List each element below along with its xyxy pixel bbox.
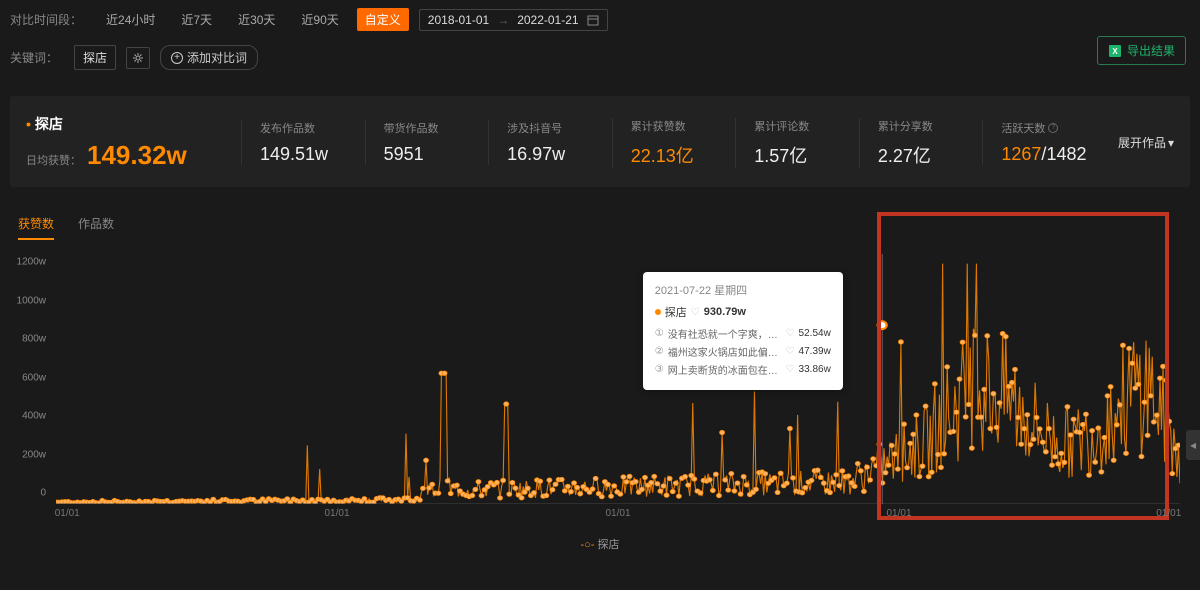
metric-total-comments: 累计评论数 1.57亿 bbox=[735, 118, 859, 168]
date-to: 2022-01-21 bbox=[517, 13, 578, 27]
metric-total-likes: 累计获赞数 22.13亿 bbox=[612, 118, 736, 168]
tooltip-series-dot bbox=[655, 309, 661, 315]
keyword-row: 关键词： 探店 + 添加对比词 bbox=[0, 39, 1200, 82]
heart-icon: ♡ bbox=[691, 307, 700, 318]
settings-button[interactable] bbox=[126, 47, 150, 69]
y-axis: 0200w400w600w800w1000w1200w bbox=[10, 254, 50, 504]
date-range-picker[interactable]: 2018-01-01 → 2022-01-21 bbox=[419, 9, 608, 31]
metric-active-days: 活跃天数? 1267/1482 bbox=[982, 120, 1106, 165]
plus-icon: + bbox=[171, 52, 183, 64]
metric-accounts: 涉及抖音号 16.97w bbox=[488, 120, 612, 165]
gear-icon bbox=[132, 52, 144, 64]
chart-tooltip: 2021-07-22 星期四 探店 ♡ 930.79w ①没有社恐就一个字爽，吃… bbox=[643, 272, 843, 390]
chevron-down-icon: ▾ bbox=[1168, 136, 1174, 150]
chart-legend: -○- 探店 bbox=[0, 534, 1200, 552]
keyword-label: 关键词： bbox=[10, 49, 58, 66]
x-axis: 01/0101/0101/0101/0101/01 bbox=[56, 508, 1180, 524]
excel-icon: X bbox=[1108, 44, 1122, 58]
info-icon[interactable]: ? bbox=[1048, 123, 1058, 133]
chart-plot[interactable]: 2021-07-22 星期四 探店 ♡ 930.79w ①没有社恐就一个字爽，吃… bbox=[56, 254, 1180, 504]
keyword-tag[interactable]: 探店 bbox=[74, 45, 116, 70]
chart-area: 0200w400w600w800w1000w1200w 2021-07-22 星… bbox=[10, 254, 1190, 534]
date-arrow-icon: → bbox=[497, 13, 509, 27]
stats-panel: •探店 日均获赞： 149.32w 发布作品数 149.51w 带货作品数 59… bbox=[10, 96, 1190, 187]
time-filter-row: 对比时间段： 近24小时 近7天 近30天 近90天 自定义 2018-01-0… bbox=[0, 0, 1200, 39]
tooltip-item: ①没有社恐就一个字爽，吃什么...♡52.54w bbox=[655, 326, 831, 341]
stats-title: •探店 bbox=[26, 114, 241, 134]
tooltip-item: ②福州这家火锅店如此偏爱女生...♡47.39w bbox=[655, 344, 831, 359]
time-filter-label: 对比时间段： bbox=[10, 11, 82, 28]
tooltip-series-name: 探店 bbox=[665, 304, 687, 320]
add-compare-label: 添加对比词 bbox=[187, 49, 247, 66]
time-opt-7d[interactable]: 近7天 bbox=[173, 8, 220, 31]
side-drawer-handle[interactable]: ◂ bbox=[1186, 430, 1200, 460]
metric-total-shares: 累计分享数 2.27亿 bbox=[859, 118, 983, 168]
add-compare-button[interactable]: + 添加对比词 bbox=[160, 45, 258, 70]
legend-label: 探店 bbox=[598, 539, 620, 551]
legend-marker-icon: -○- bbox=[580, 539, 594, 551]
metric-goods-count: 带货作品数 5951 bbox=[365, 120, 489, 165]
tooltip-item: ③网上卖断货的冰面包在家门口...♡33.86w bbox=[655, 362, 831, 377]
export-button[interactable]: X 导出结果 bbox=[1097, 36, 1186, 65]
daily-likes-value: 149.32w bbox=[87, 140, 187, 171]
expand-works-button[interactable]: 展开作品 ▾ bbox=[1118, 134, 1174, 151]
svg-text:X: X bbox=[1112, 47, 1118, 56]
date-from: 2018-01-01 bbox=[428, 13, 489, 27]
tooltip-date: 2021-07-22 星期四 bbox=[655, 282, 831, 298]
time-opt-custom[interactable]: 自定义 bbox=[357, 8, 409, 31]
tooltip-value: 930.79w bbox=[704, 306, 746, 318]
chevron-left-icon: ◂ bbox=[1190, 438, 1196, 452]
export-label: 导出结果 bbox=[1127, 42, 1175, 59]
time-opt-90d[interactable]: 近90天 bbox=[293, 8, 346, 31]
tab-likes[interactable]: 获赞数 bbox=[18, 215, 54, 240]
stats-title-block: •探店 日均获赞： 149.32w bbox=[26, 114, 241, 171]
tab-works[interactable]: 作品数 bbox=[78, 215, 114, 240]
metric-publish-count: 发布作品数 149.51w bbox=[241, 120, 365, 165]
time-opt-24h[interactable]: 近24小时 bbox=[98, 8, 163, 31]
time-opt-30d[interactable]: 近30天 bbox=[230, 8, 283, 31]
daily-likes-label: 日均获赞： bbox=[26, 152, 81, 168]
chart-tabs: 获赞数 作品数 bbox=[0, 187, 1200, 246]
calendar-icon bbox=[587, 14, 599, 26]
